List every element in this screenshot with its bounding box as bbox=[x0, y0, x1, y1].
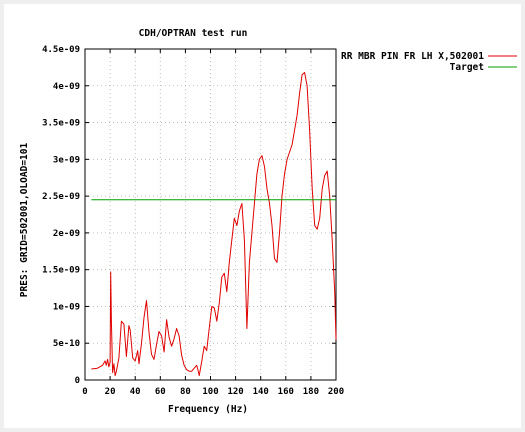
y-tick-label: 2e-09 bbox=[53, 229, 80, 239]
x-tick-label: 60 bbox=[155, 387, 166, 397]
x-tick-label: 20 bbox=[105, 387, 116, 397]
y-tick-label: 0 bbox=[75, 376, 80, 386]
legend-label-1: RR MBR PIN FR LH X,502001 bbox=[341, 51, 484, 62]
y-tick-label: 1e-09 bbox=[53, 302, 80, 312]
plot-border bbox=[84, 48, 337, 381]
x-axis-label: Frequency (Hz) bbox=[168, 404, 248, 415]
legend-label-2: Target bbox=[450, 62, 484, 73]
x-tick-label: 0 bbox=[82, 387, 87, 397]
y-tick-label: 5e-10 bbox=[53, 339, 80, 349]
x-tick-label: 200 bbox=[328, 387, 344, 397]
series-line-1 bbox=[91, 72, 337, 377]
x-tick-label: 100 bbox=[202, 387, 218, 397]
x-tick-label: 180 bbox=[303, 387, 319, 397]
y-tick-label: 3e-09 bbox=[53, 155, 80, 165]
y-axis-label: PRES: GRID=502001,OLOAD=101 bbox=[19, 143, 30, 298]
x-tick-label: 120 bbox=[227, 387, 243, 397]
series-layer bbox=[91, 72, 337, 377]
y-tick-label: 2.5e-09 bbox=[42, 192, 80, 202]
chart-title: CDH/OPTRAN test run bbox=[139, 28, 248, 39]
chart-canvas: CDH/OPTRAN test run 0 20 40 60 80 100 120 140 16… bbox=[19, 28, 517, 415]
y-tick-label: 4e-09 bbox=[53, 82, 80, 92]
x-tick-label: 140 bbox=[253, 387, 269, 397]
x-tick-label: 160 bbox=[278, 387, 294, 397]
grid bbox=[85, 49, 336, 380]
chart-frame: CDH/OPTRAN test run 0 20 40 60 80 100 120 140 16… bbox=[4, 4, 521, 428]
y-tick-label: 1.5e-09 bbox=[42, 266, 80, 276]
x-tick-label: 40 bbox=[130, 387, 141, 397]
axis-ticks: 0 20 40 60 80 100 120 140 160 180 200 0 5e-10 1e-09 1.… bbox=[42, 45, 344, 397]
x-tick-label: 80 bbox=[180, 387, 191, 397]
y-tick-label: 4.5e-09 bbox=[42, 45, 80, 55]
y-tick-label: 3.5e-09 bbox=[42, 119, 80, 129]
